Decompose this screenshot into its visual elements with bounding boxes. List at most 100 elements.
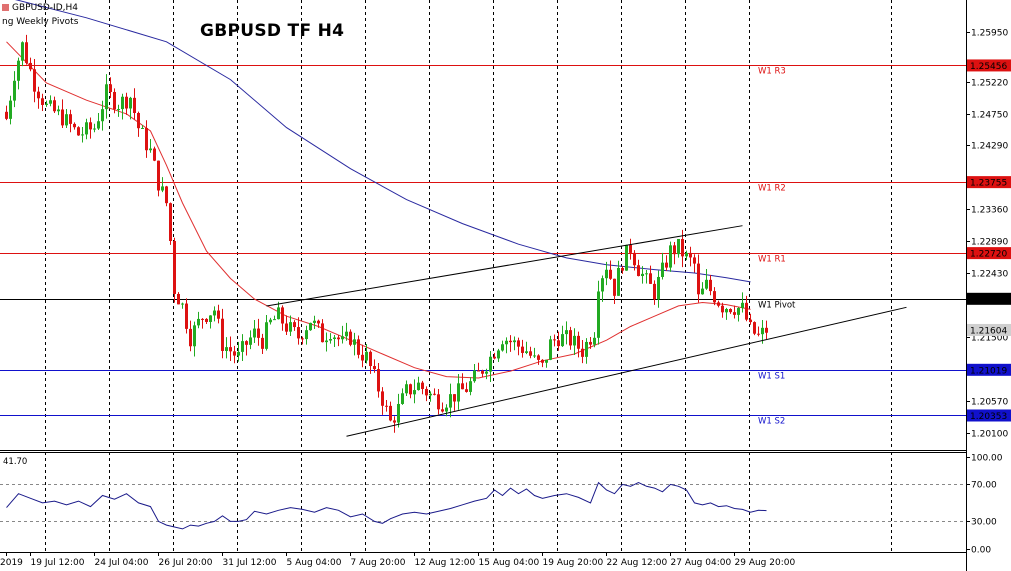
candle [657,270,660,308]
candle [701,282,704,295]
candle [33,58,36,103]
candle-body [173,241,176,294]
candle-body [97,121,100,129]
pivot-price-label-bg [967,176,1011,189]
moving-average-line [6,41,751,379]
candle [517,337,520,356]
candle [205,318,208,325]
candle-body [233,351,236,356]
candle [113,88,116,114]
candle [201,318,204,329]
candle [417,376,420,391]
candle [245,340,248,356]
candle [101,100,104,131]
candle [217,304,220,324]
candle [617,260,620,296]
rsi-tick-label: 30.00 [971,518,997,528]
candle-body [409,384,412,395]
candle-body [389,405,392,421]
candle-body [481,371,484,374]
candle-body [541,359,544,363]
candle [37,86,40,109]
candle-body [581,348,584,357]
candle [197,311,200,329]
candle [125,92,128,115]
date-tick-label: 31 Jul 12:00 [223,558,277,568]
candle [13,71,16,108]
candle-body [269,319,272,323]
candle-body [21,42,24,61]
candle [513,336,516,351]
candle [29,57,32,72]
candle [357,335,360,359]
candle [181,302,184,309]
date-tick-label: 24 Jul 04:00 [95,558,149,568]
candle [741,292,744,313]
candle [281,305,284,331]
candle [669,241,672,272]
candle [73,122,76,130]
candle [409,383,412,399]
candle [141,125,144,129]
candle [173,237,176,303]
candle-body [245,341,248,345]
candle [577,331,580,358]
candle-body [441,409,444,412]
candle-body [437,394,440,410]
price-tick-label: 1.22890 [971,238,1008,248]
candle [333,334,336,348]
candle [229,336,232,362]
current-price-label-bg [967,323,1011,336]
candle [249,330,252,350]
candle-body [325,340,328,343]
candle-body [101,109,104,122]
pivot-price-label: 1.20353 [970,412,1007,422]
candle-body [449,394,452,408]
candle [745,295,748,322]
candle [609,260,612,280]
candle [485,368,488,380]
pivot-price-label: 1.21019 [970,366,1007,376]
candle [97,113,100,130]
candle-body [377,369,380,392]
trendline [266,225,743,307]
candle [89,117,92,139]
chart-background [0,0,966,571]
candle-body [637,265,640,277]
candle [365,344,368,364]
candle [677,238,680,258]
candle-body [181,303,184,305]
candle-body [177,293,180,305]
price-tick-label: 1.25950 [971,29,1008,39]
candle-body [713,291,716,303]
candle [765,320,768,340]
candle [465,382,468,393]
candle-body [397,403,400,423]
symbol-color-icon [2,4,9,11]
candle [121,93,124,120]
candle [749,313,752,325]
candle [257,318,260,346]
candle-body [585,341,588,357]
chart-title: GBPUSD TF H4 [200,21,345,41]
date-tick-label: 19 Aug 20:00 [543,558,604,568]
candle-body [657,276,660,300]
candle [469,377,472,396]
candle-body [385,405,388,407]
candle-body [157,160,160,191]
candle [685,250,688,261]
candle-body [693,257,696,264]
candle [241,334,244,361]
candle-body [161,186,164,191]
candle-body [217,310,220,319]
candle [381,387,384,415]
candle-body [189,328,192,347]
candle-body [309,322,312,331]
candle-body [369,351,372,367]
candle-body [321,323,324,343]
candle-body [57,109,60,112]
candle [81,126,84,143]
candle-body [65,114,68,126]
candle [545,359,548,368]
